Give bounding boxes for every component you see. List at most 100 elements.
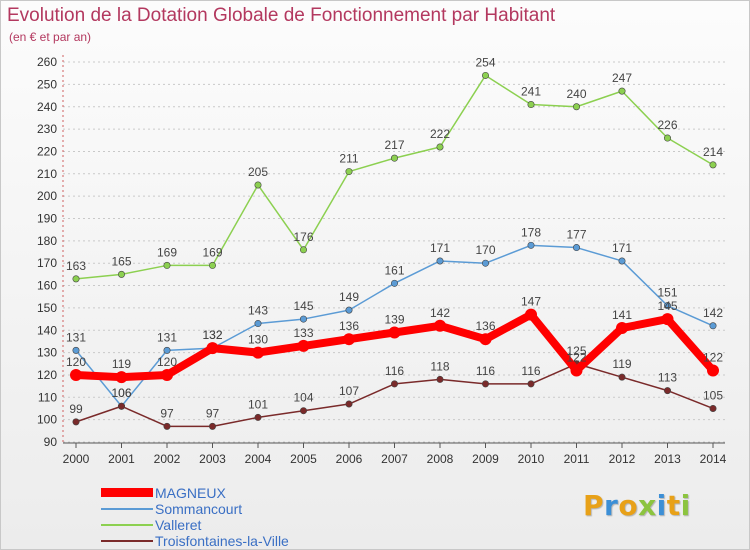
data-point-valleret: [254, 181, 262, 189]
y-tick-label: 150: [37, 301, 57, 315]
data-label-troisfontaines-la-ville: 107: [339, 384, 359, 398]
x-tick-label: 2000: [63, 452, 90, 466]
y-tick-label: 260: [37, 55, 57, 69]
data-label-sommancourt: 131: [157, 330, 177, 344]
x-tick-label: 2001: [108, 452, 135, 466]
data-point-valleret: [163, 261, 171, 269]
x-tick-label: 2006: [336, 452, 363, 466]
data-label-magneux: 119: [112, 357, 131, 371]
y-tick-label: 170: [37, 256, 57, 270]
data-label-troisfontaines-la-ville: 104: [293, 391, 313, 405]
data-label-sommancourt: 149: [339, 290, 359, 304]
data-point-valleret: [572, 103, 580, 111]
data-label-troisfontaines-la-ville: 125: [566, 344, 586, 358]
data-label-magneux: 120: [157, 355, 177, 369]
data-point-magneux: [707, 364, 719, 377]
legend-label-magneux: MAGNEUX: [155, 485, 226, 501]
data-point-magneux: [434, 319, 446, 332]
data-point-troisfontaines-la-ville: [709, 404, 717, 412]
data-point-sommancourt: [572, 244, 580, 252]
data-label-sommancourt: 143: [248, 304, 268, 318]
data-label-sommancourt: 170: [475, 243, 495, 257]
data-label-valleret: 165: [111, 254, 131, 268]
data-point-sommancourt: [436, 257, 444, 265]
data-label-magneux: 122: [703, 350, 723, 364]
data-point-magneux: [570, 364, 583, 377]
data-point-magneux: [343, 333, 355, 346]
x-tick-label: 2012: [609, 452, 636, 466]
data-point-troisfontaines-la-ville: [527, 380, 535, 388]
data-point-sommancourt: [527, 241, 535, 249]
data-label-troisfontaines-la-ville: 99: [69, 402, 83, 416]
data-label-sommancourt: 171: [430, 241, 450, 255]
data-label-sommancourt: 151: [657, 286, 677, 300]
x-tick-label: 2007: [381, 452, 408, 466]
y-tick-label: 180: [37, 234, 57, 248]
legend-swatch-valleret: [101, 524, 153, 526]
data-label-valleret: 217: [384, 138, 404, 152]
data-label-sommancourt: 177: [566, 228, 586, 242]
logo-letter: r: [604, 489, 619, 522]
data-point-magneux: [479, 333, 492, 346]
logo-letter: i: [656, 489, 667, 522]
data-point-troisfontaines-la-ville: [390, 380, 398, 388]
proxiti-logo: Proxiti: [583, 489, 691, 522]
data-label-troisfontaines-la-ville: 118: [430, 359, 449, 373]
data-label-valleret: 163: [66, 259, 86, 273]
data-point-troisfontaines-la-ville: [436, 375, 444, 383]
y-tick-label: 110: [38, 390, 57, 404]
data-point-valleret: [299, 246, 307, 254]
data-label-magneux: 142: [430, 306, 450, 320]
data-point-valleret: [436, 143, 444, 151]
x-tick-label: 2010: [518, 452, 545, 466]
data-label-troisfontaines-la-ville: 97: [160, 406, 174, 420]
data-point-valleret: [618, 87, 626, 95]
data-label-valleret: 226: [657, 118, 677, 132]
data-label-sommancourt: 145: [293, 299, 313, 313]
chart-subtitle: (en € et par an): [9, 30, 92, 44]
data-point-troisfontaines-la-ville: [254, 413, 262, 421]
data-point-sommancourt: [299, 315, 307, 323]
data-point-magneux: [206, 342, 219, 355]
data-point-sommancourt: [72, 346, 80, 354]
data-label-magneux: 122: [566, 350, 586, 364]
data-label-magneux: 147: [521, 295, 541, 309]
data-point-magneux: [161, 368, 173, 381]
data-label-troisfontaines-la-ville: 106: [111, 386, 131, 400]
y-tick-label: 90: [44, 435, 58, 449]
data-label-magneux: 130: [248, 333, 268, 347]
data-point-troisfontaines-la-ville: [118, 402, 126, 410]
data-label-valleret: 247: [612, 71, 632, 85]
data-label-troisfontaines-la-ville: 116: [385, 364, 404, 378]
data-label-troisfontaines-la-ville: 113: [658, 371, 677, 385]
data-point-magneux: [388, 326, 401, 339]
data-point-sommancourt: [663, 302, 671, 310]
data-point-magneux: [661, 313, 674, 326]
data-label-valleret: 222: [430, 127, 450, 141]
legend-label-troisfontaines: Troisfontaines-la-Ville: [155, 533, 289, 549]
data-label-magneux: 145: [657, 299, 677, 313]
x-tick-label: 2008: [427, 452, 454, 466]
data-label-sommancourt: 161: [384, 263, 404, 277]
legend-swatch-troisfontaines: [101, 540, 153, 542]
y-tick-label: 220: [37, 144, 57, 158]
x-tick-label: 2003: [199, 452, 226, 466]
data-label-troisfontaines-la-ville: 105: [703, 388, 723, 402]
data-label-sommancourt: 132: [202, 328, 222, 342]
data-label-magneux: 136: [339, 319, 359, 333]
data-point-magneux: [297, 339, 310, 352]
data-point-magneux: [115, 371, 128, 384]
data-label-magneux: 133: [293, 326, 313, 340]
data-point-magneux: [616, 322, 628, 335]
data-point-valleret: [72, 275, 80, 283]
legend-swatch-sommancourt: [101, 508, 153, 510]
y-tick-label: 130: [37, 346, 57, 360]
data-point-troisfontaines-la-ville: [481, 380, 489, 388]
data-point-valleret: [481, 71, 489, 79]
data-label-troisfontaines-la-ville: 116: [476, 364, 495, 378]
data-label-valleret: 240: [566, 87, 586, 101]
data-label-magneux: 132: [202, 328, 222, 342]
data-point-magneux: [525, 308, 537, 321]
